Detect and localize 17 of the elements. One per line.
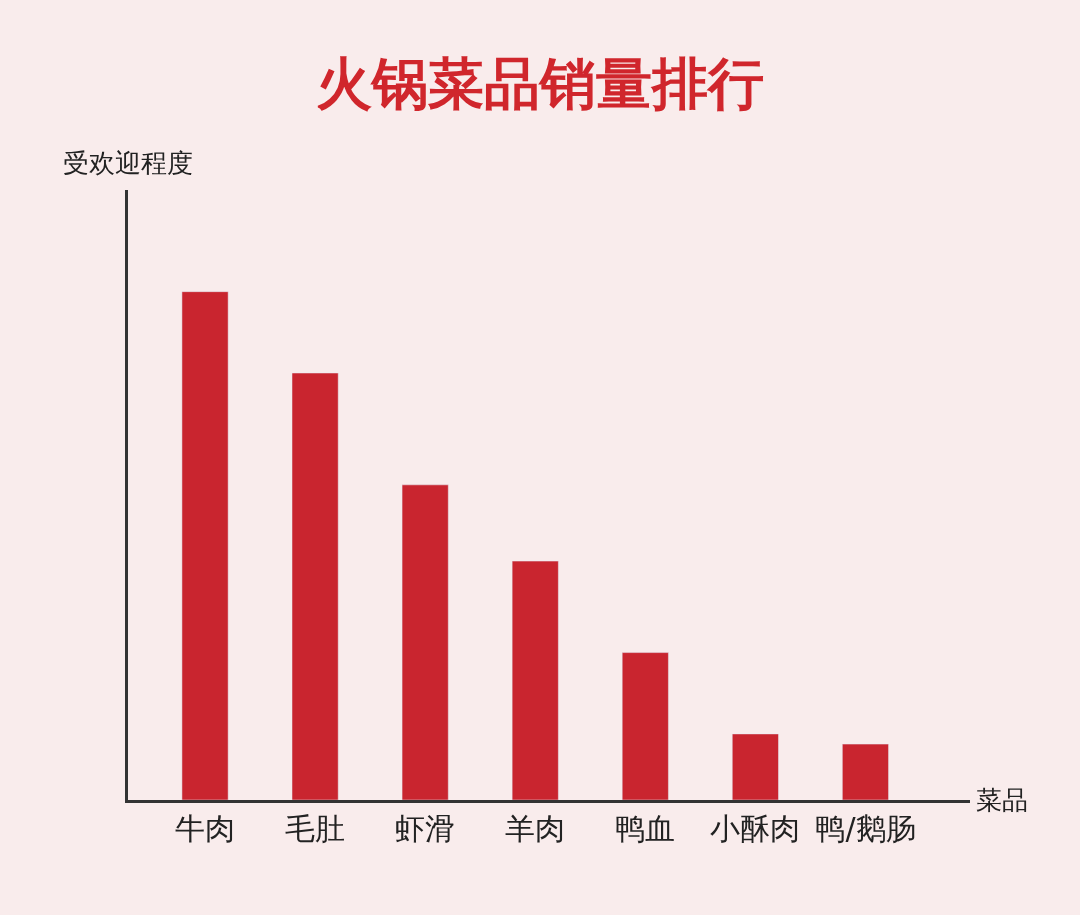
x-tick-label: 鸭血 [615, 811, 676, 846]
x-tick-label: 虾滑 [395, 811, 456, 846]
x-tick-label: 小酥肉 [710, 811, 801, 846]
x-tick-label: 牛肉 [175, 811, 236, 846]
x-tick-label: 毛肚 [285, 811, 346, 846]
bar [621, 652, 669, 800]
y-axis-title: 受欢迎程度 [63, 148, 193, 178]
bar [291, 372, 339, 800]
bar [732, 733, 779, 800]
x-tick-label: 鸭/鹅肠 [815, 811, 916, 846]
bar [181, 291, 229, 800]
chart-title: 火锅菜品销量排行 [316, 51, 764, 117]
bar [842, 743, 889, 800]
x-tick-label: 羊肉 [505, 811, 566, 846]
x-axis-title: 菜品 [976, 785, 1028, 815]
bar [401, 484, 449, 800]
bar [511, 560, 559, 800]
